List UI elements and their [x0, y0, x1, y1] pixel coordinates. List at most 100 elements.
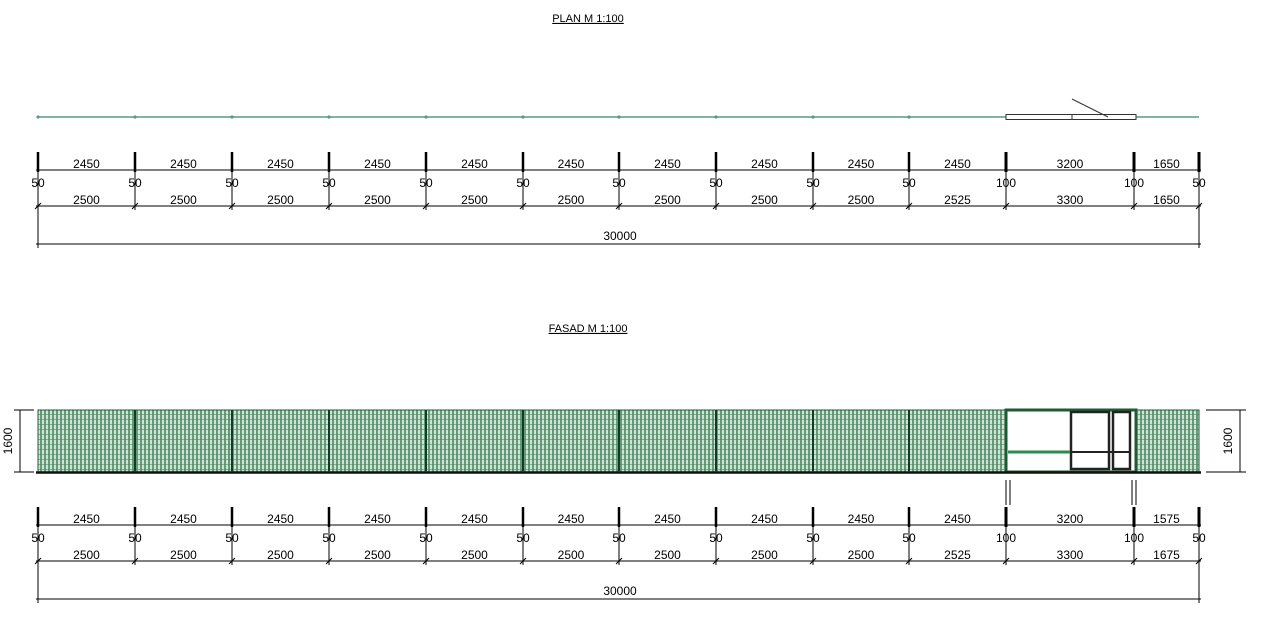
gate-leaf: [1069, 410, 1111, 471]
span-bottom: 2500: [751, 193, 778, 207]
dim-slash: [1130, 557, 1138, 565]
post-width: 50: [419, 176, 433, 190]
span-bottom: 2500: [170, 548, 197, 562]
dim-slash: [1130, 202, 1138, 210]
span-top: 2450: [848, 512, 875, 526]
span-bottom: 2500: [848, 193, 875, 207]
dim-slash: [131, 557, 139, 565]
dim-slash: [615, 557, 623, 565]
post-width: 50: [128, 531, 142, 545]
post-width: 50: [322, 176, 336, 190]
gate-leaf: [1111, 410, 1132, 471]
dim-slash: [905, 202, 913, 210]
span-top: 2450: [654, 157, 681, 171]
dim-slash: [1195, 202, 1203, 210]
dim-slash: [228, 557, 236, 565]
span-bottom: 2500: [170, 193, 197, 207]
span-top: 3200: [1057, 157, 1084, 171]
post-width: 50: [31, 531, 45, 545]
span-bottom: 2525: [944, 548, 971, 562]
dim-slash: [712, 557, 720, 565]
plan-post: [521, 115, 525, 119]
plan-post: [714, 115, 718, 119]
span-top: 2450: [170, 157, 197, 171]
span-bottom: 3300: [1057, 548, 1084, 562]
post-width: 50: [225, 176, 239, 190]
dim-slash: [325, 202, 333, 210]
post-width: 50: [419, 531, 433, 545]
span-bottom: 2525: [944, 193, 971, 207]
span-top: 2450: [944, 157, 971, 171]
plan-post: [907, 115, 911, 119]
post-width: 50: [709, 176, 723, 190]
span-top: 2450: [170, 512, 197, 526]
span-bottom: 2500: [848, 548, 875, 562]
dim-slash: [34, 202, 42, 210]
plan-title: PLAN M 1:100: [552, 13, 624, 25]
span-top: 2450: [848, 157, 875, 171]
plan-post: [36, 115, 40, 119]
post-width: 50: [902, 531, 916, 545]
post-width: 50: [31, 176, 45, 190]
post-width: 50: [516, 176, 530, 190]
span-bottom: 2500: [654, 193, 681, 207]
span-bottom: 2500: [267, 548, 294, 562]
span-top: 2450: [751, 512, 778, 526]
span-top: 3200: [1057, 512, 1084, 526]
dim-slash: [809, 557, 817, 565]
fasad-mesh: [1135, 409, 1200, 473]
dim-slash: [1002, 202, 1010, 210]
post-width: 50: [612, 176, 626, 190]
dim-slash: [422, 557, 430, 565]
post-width: 50: [709, 531, 723, 545]
dim-slash: [519, 202, 527, 210]
span-top: 1575: [1153, 512, 1180, 526]
fasad-title: FASAD M 1:100: [549, 323, 628, 335]
span-top: 2450: [267, 157, 294, 171]
plan-post: [811, 115, 815, 119]
span-top: 2450: [558, 512, 585, 526]
dim-slash: [905, 557, 913, 565]
post-width: 100: [996, 531, 1016, 545]
dim-slash: [325, 557, 333, 565]
span-bottom: 2500: [558, 548, 585, 562]
post-width: 100: [1124, 531, 1144, 545]
dim-slash: [422, 202, 430, 210]
span-top: 2450: [364, 512, 391, 526]
span-bottom: 2500: [558, 193, 585, 207]
post-width: 50: [322, 531, 336, 545]
plan-post: [133, 115, 137, 119]
span-bottom: 3300: [1057, 193, 1084, 207]
height-left: 1600: [1, 427, 15, 454]
dim-slash: [809, 202, 817, 210]
post-width: 50: [1192, 531, 1206, 545]
dim-slash: [228, 202, 236, 210]
span-top: 2450: [944, 512, 971, 526]
post-width: 50: [128, 176, 142, 190]
dim-slash: [615, 202, 623, 210]
plan-post: [617, 115, 621, 119]
post-width: 50: [806, 531, 820, 545]
post-width: 100: [1124, 176, 1144, 190]
span-bottom: 2500: [267, 193, 294, 207]
plan-gate-swing: [1071, 98, 1109, 118]
dim-slash: [131, 202, 139, 210]
span-bottom: 1675: [1153, 548, 1180, 562]
span-top: 2450: [558, 157, 585, 171]
span-top: 1650: [1153, 157, 1180, 171]
post-width: 50: [516, 531, 530, 545]
span-bottom: 2500: [73, 548, 100, 562]
span-bottom: 2500: [654, 548, 681, 562]
span-bottom: 2500: [461, 193, 488, 207]
plan-post: [230, 115, 234, 119]
post-width: 50: [225, 531, 239, 545]
plan-post: [424, 115, 428, 119]
post-width: 50: [806, 176, 820, 190]
post-width: 100: [996, 176, 1016, 190]
post-width: 50: [902, 176, 916, 190]
span-top: 2450: [73, 512, 100, 526]
dim-slash: [712, 202, 720, 210]
span-bottom: 2500: [751, 548, 778, 562]
post-width: 50: [612, 531, 626, 545]
